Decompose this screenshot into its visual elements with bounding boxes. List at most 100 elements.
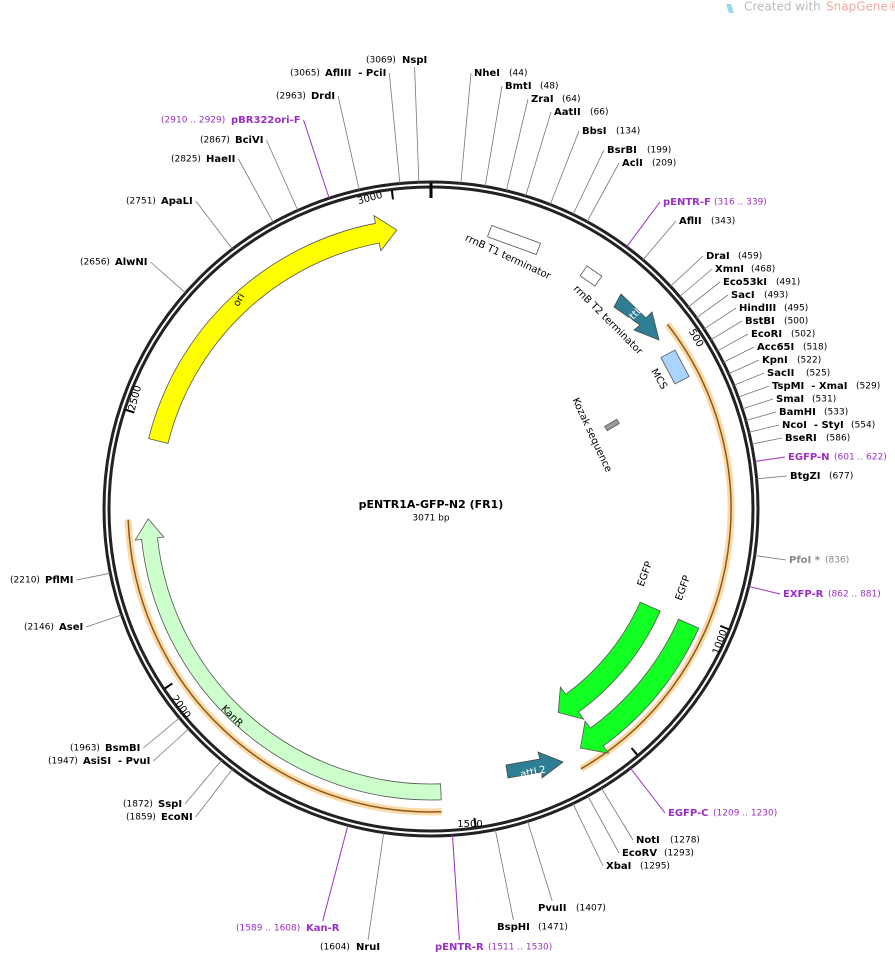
snapgene-logo bbox=[726, 4, 734, 13]
enzyme-name: DrdI bbox=[311, 91, 335, 102]
enzyme-position: (1872) bbox=[123, 800, 153, 810]
enzyme-position: (2751) bbox=[126, 197, 156, 207]
primer-name: EGFP-C bbox=[668, 808, 709, 819]
enzyme-name: BtgZI bbox=[790, 471, 821, 482]
primer-range: (1511 .. 1530) bbox=[488, 943, 552, 953]
enzyme-name: EcoRV bbox=[622, 848, 657, 859]
enzyme-position: (2656) bbox=[80, 258, 110, 268]
feature-arrow bbox=[557, 601, 661, 720]
leader-line bbox=[484, 85, 503, 187]
enzyme-position: (1407) bbox=[576, 904, 606, 914]
enzyme-position: (1278) bbox=[670, 836, 700, 846]
map-length: 3071 bp bbox=[412, 514, 449, 524]
leader-line bbox=[687, 281, 721, 308]
leader-line bbox=[303, 119, 330, 199]
primer-name: pENTR-F bbox=[663, 197, 711, 208]
enzyme-position: (836) bbox=[825, 556, 849, 566]
feature-arrow bbox=[579, 618, 700, 754]
enzyme-name: AsiSI - PvuI bbox=[83, 756, 150, 767]
enzyme-position: (48) bbox=[540, 82, 558, 92]
enzyme-name: AseI bbox=[59, 622, 83, 633]
enzyme-position: (1963) bbox=[70, 744, 100, 754]
primer-name: EXFP-R bbox=[783, 589, 824, 600]
leader-line bbox=[756, 475, 788, 480]
enzyme-position: (529) bbox=[856, 382, 880, 392]
primer-name: pENTR-R bbox=[435, 942, 484, 953]
enzyme-name: ZraI bbox=[531, 94, 554, 105]
leader-line bbox=[525, 111, 552, 197]
enzyme-position: (495) bbox=[784, 304, 808, 314]
enzyme-position: (3069) bbox=[366, 56, 396, 66]
enzyme-position: (209) bbox=[652, 159, 676, 169]
enzyme-name: EcoNI bbox=[161, 812, 193, 823]
enzyme-position: (2825) bbox=[171, 155, 201, 165]
watermark-prefix: Created with bbox=[744, 0, 821, 14]
leader-line bbox=[237, 158, 274, 223]
leader-line bbox=[754, 555, 787, 561]
feature-label: MCS bbox=[648, 367, 669, 392]
enzyme-position: (2867) bbox=[200, 136, 230, 146]
primer-range: (1209 .. 1230) bbox=[713, 809, 777, 819]
enzyme-name: NspI bbox=[402, 55, 427, 66]
enzyme-position: (586) bbox=[826, 434, 850, 444]
leader-line bbox=[143, 717, 180, 749]
enzyme-name: BspHI bbox=[497, 922, 530, 933]
enzyme-name: PvuII bbox=[538, 903, 566, 914]
leader-line bbox=[195, 200, 233, 250]
enzyme-name: NcoI - StyI bbox=[782, 420, 844, 431]
enzyme-position: (554) bbox=[851, 421, 875, 431]
orf-glow bbox=[579, 322, 735, 772]
enzyme-name: BseRI bbox=[785, 433, 817, 444]
enzyme-name: AclI bbox=[622, 158, 643, 169]
enzyme-position: (199) bbox=[647, 146, 671, 156]
terminator bbox=[487, 224, 541, 256]
enzyme-name: SacI bbox=[731, 290, 755, 301]
leader-line bbox=[670, 255, 704, 287]
enzyme-position: (2963) bbox=[276, 92, 306, 102]
enzyme-position: (533) bbox=[824, 408, 848, 418]
ruler-tick bbox=[390, 190, 394, 200]
ruler-label: 2500 bbox=[127, 384, 144, 411]
leader-line bbox=[630, 767, 666, 814]
leader-line bbox=[733, 372, 765, 386]
enzyme-position: (1471) bbox=[538, 923, 568, 933]
leader-line bbox=[414, 66, 420, 183]
leader-line bbox=[367, 832, 385, 941]
attl-arrow bbox=[613, 293, 660, 341]
enzyme-name: AflII bbox=[679, 216, 702, 227]
leader-line bbox=[86, 614, 122, 628]
enzyme-name: BbsI bbox=[582, 126, 606, 137]
enzyme-position: (518) bbox=[803, 343, 827, 353]
enzyme-name: TspMI - XmaI bbox=[772, 381, 847, 392]
orf-line bbox=[127, 519, 442, 813]
enzyme-position: (502) bbox=[791, 330, 815, 340]
leader-line bbox=[76, 572, 111, 581]
map-title: pENTR1A-GFP-N2 (FR1) bbox=[359, 498, 504, 511]
enzyme-position: (134) bbox=[616, 127, 640, 137]
ruler-label: 500 bbox=[686, 327, 705, 349]
leader-line bbox=[322, 825, 349, 922]
feature-label: Kozak sequence bbox=[570, 396, 614, 474]
enzyme-name: HaeII bbox=[206, 154, 235, 165]
enzyme-name: SmaI bbox=[776, 394, 804, 405]
leader-line bbox=[388, 72, 401, 184]
enzyme-position: (64) bbox=[562, 95, 580, 105]
enzyme-name: XbaI bbox=[606, 861, 631, 872]
leader-line bbox=[153, 728, 190, 762]
enzyme-name: BsrBI bbox=[607, 145, 637, 156]
leader-line bbox=[505, 98, 529, 191]
enzyme-name: DraI bbox=[706, 251, 730, 262]
enzyme-name: NotI bbox=[636, 835, 660, 846]
enzyme-name: AatII bbox=[554, 107, 581, 118]
enzyme-position: (1293) bbox=[664, 849, 694, 859]
primer-name: pBR322ori-F bbox=[231, 115, 301, 126]
enzyme-name: XmnI bbox=[715, 264, 744, 275]
enzyme-name: BciVI bbox=[235, 135, 263, 146]
leader-line bbox=[195, 768, 233, 818]
leader-line bbox=[703, 307, 737, 330]
leader-line bbox=[494, 829, 514, 921]
feature-label: EGFP bbox=[674, 574, 693, 602]
enzyme-name: KpnI bbox=[762, 355, 788, 366]
leader-line bbox=[679, 268, 713, 297]
